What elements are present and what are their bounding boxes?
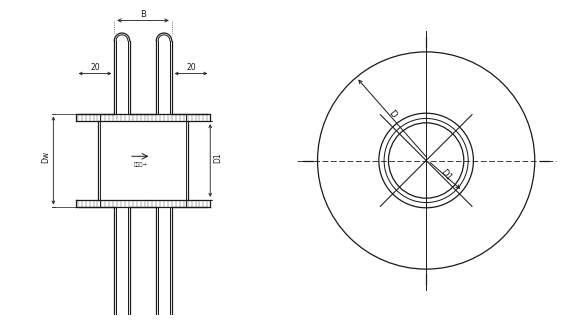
Text: 20: 20 (90, 63, 100, 72)
Text: D: D (387, 108, 398, 119)
Text: 流体流→: 流体流→ (134, 162, 148, 167)
Text: D1: D1 (213, 152, 223, 162)
Text: 20: 20 (186, 63, 196, 72)
Text: D1: D1 (439, 167, 453, 182)
Text: B: B (140, 10, 146, 19)
Text: Dw: Dw (41, 150, 50, 162)
